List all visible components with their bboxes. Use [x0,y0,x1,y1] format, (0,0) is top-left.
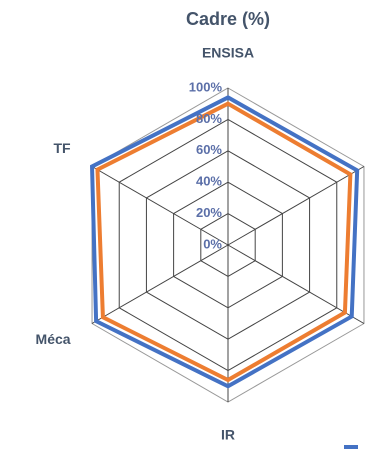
tick-label: 0% [203,236,222,251]
tick-label: 100% [189,79,223,94]
tick-label: 20% [196,205,222,220]
category-label: ENSISA [202,45,254,61]
axis-spoke [227,244,365,324]
axis-spoke [91,244,229,324]
chart-title: Cadre (%) [186,9,270,29]
category-label: IR [221,427,235,443]
axis-spoke [227,166,365,246]
category-label: Méca [36,331,71,347]
series-line [90,95,360,389]
tick-label: 40% [196,174,222,189]
axis-spoke [91,166,229,246]
tick-label: 80% [196,111,222,126]
tick-label: 60% [196,142,222,157]
category-label: TF [53,140,71,156]
series-line [95,101,353,383]
